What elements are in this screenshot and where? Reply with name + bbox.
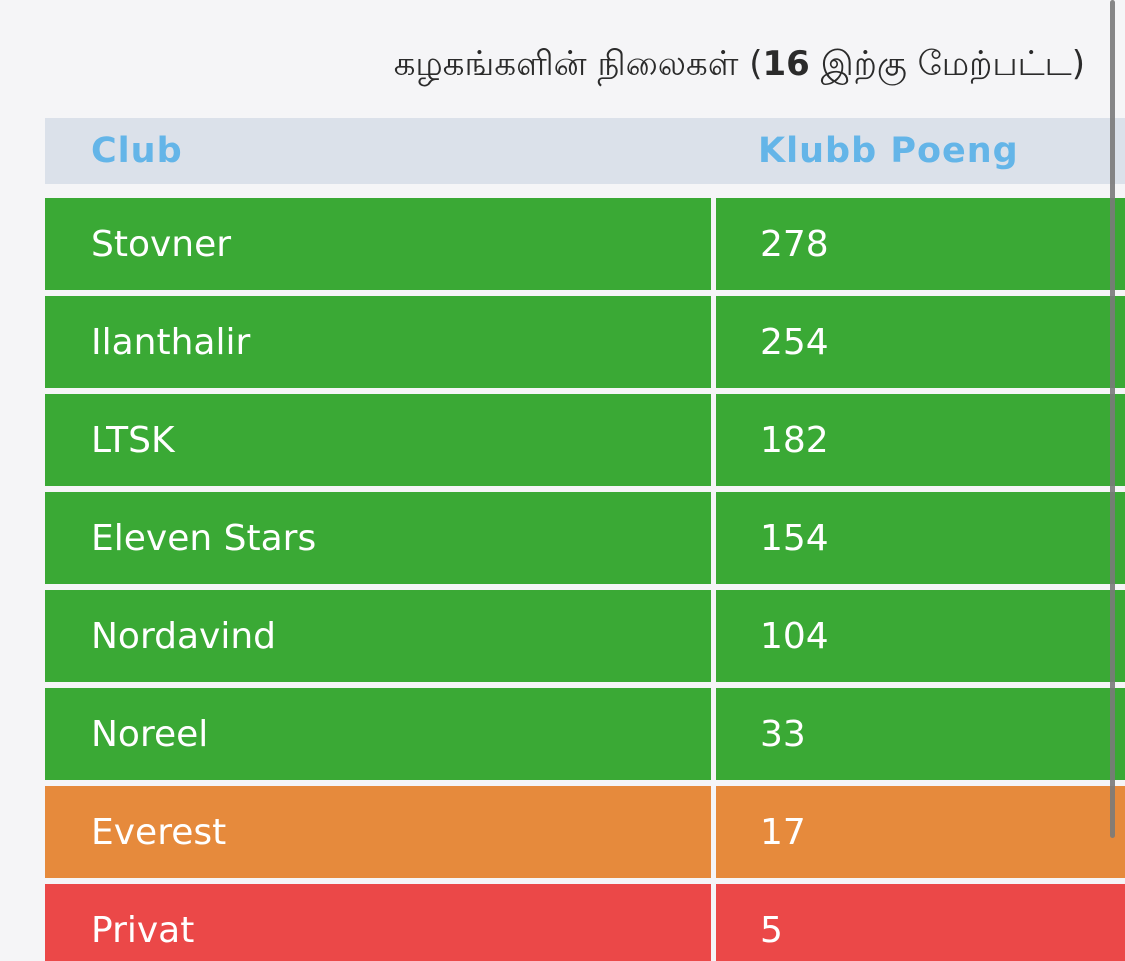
page-title: கழகங்களின் நிலைகள் (16 இற்கு மேற்பட்ட) [394,44,1085,88]
table-row[interactable]: Privat 5 [45,884,1125,961]
club-points-cell: 182 [716,394,1125,486]
club-name-cell: Stovner [45,198,711,290]
title-prefix: கழகங்களின் நிலைகள் ( [393,44,763,84]
table-row[interactable]: Eleven Stars 154 [45,492,1125,584]
table-row[interactable]: Ilanthalir 254 [45,296,1125,388]
table-header: Club Klubb Poeng [45,118,1125,184]
table-body: Stovner 278 Ilanthalir 254 LTSK 182 Eleven Sta… [45,198,1125,961]
table-row[interactable]: Noreel 33 [45,688,1125,780]
header-club[interactable]: Club [91,131,183,171]
standings-table: Club Klubb Poeng Stovner 278 Ilanthalir 254… [45,118,1125,961]
table-row[interactable]: LTSK 182 [45,394,1125,486]
title-suffix: இற்கு மேற்பட்ட) [809,44,1085,84]
club-points-cell: 154 [716,492,1125,584]
club-name-cell: Privat [45,884,711,961]
club-name-cell: Nordavind [45,590,711,682]
club-name-cell: Noreel [45,688,711,780]
club-points-cell: 33 [716,688,1125,780]
table-row[interactable]: Nordavind 104 [45,590,1125,682]
title-count: 16 [762,44,810,84]
club-points-cell: 5 [716,884,1125,961]
club-name-cell: LTSK [45,394,711,486]
club-points-cell: 17 [716,786,1125,878]
header-points[interactable]: Klubb Poeng [758,131,1019,171]
header-divider [45,184,1125,198]
vertical-scrollbar[interactable] [1110,0,1115,838]
club-points-cell: 104 [716,590,1125,682]
club-points-cell: 278 [716,198,1125,290]
table-row[interactable]: Everest 17 [45,786,1125,878]
club-points-cell: 254 [716,296,1125,388]
club-name-cell: Ilanthalir [45,296,711,388]
club-name-cell: Everest [45,786,711,878]
table-row[interactable]: Stovner 278 [45,198,1125,290]
club-name-cell: Eleven Stars [45,492,711,584]
